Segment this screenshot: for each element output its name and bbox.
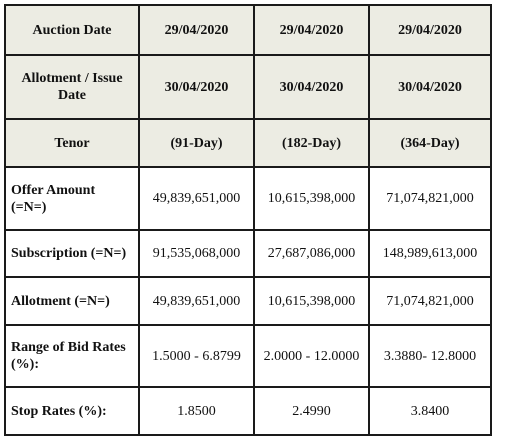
table-row-auction-date: Auction Date 29/04/2020 29/04/2020 29/04…: [4, 4, 492, 56]
table-row-allotment: Allotment (=N=) 49,839,651,000 10,615,39…: [4, 276, 492, 326]
table-row-range-of-bid-rates: Range of Bid Rates (%): 1.5000 - 6.8799 …: [4, 324, 492, 388]
table-row-allotment-issue-date: Allotment / Issue Date 30/04/2020 30/04/…: [4, 54, 492, 120]
cell-182-day: 30/04/2020: [253, 54, 370, 120]
row-label: Allotment / Issue Date: [4, 54, 140, 120]
cell-364-day: 29/04/2020: [368, 4, 492, 56]
table-row-offer-amount: Offer Amount (=N=) 49,839,651,000 10,615…: [4, 166, 492, 231]
cell-91-day: 29/04/2020: [138, 4, 255, 56]
cell-91-day: 49,839,651,000: [138, 276, 255, 326]
cell-182-day: (182-Day): [253, 118, 370, 168]
cell-91-day: 1.8500: [138, 386, 255, 436]
cell-182-day: 29/04/2020: [253, 4, 370, 56]
auction-results-table: Auction Date 29/04/2020 29/04/2020 29/04…: [4, 4, 492, 436]
cell-182-day: 27,687,086,000: [253, 229, 370, 278]
row-label: Auction Date: [4, 4, 140, 56]
row-label: Subscription (=N=): [4, 229, 140, 278]
cell-182-day: 2.0000 - 12.0000: [253, 324, 370, 388]
row-label: Stop Rates (%):: [4, 386, 140, 436]
cell-91-day: 49,839,651,000: [138, 166, 255, 231]
cell-91-day: 30/04/2020: [138, 54, 255, 120]
cell-182-day: 2.4990: [253, 386, 370, 436]
cell-364-day: 148,989,613,000: [368, 229, 492, 278]
cell-364-day: 30/04/2020: [368, 54, 492, 120]
row-label: Allotment (=N=): [4, 276, 140, 326]
row-label: Offer Amount (=N=): [4, 166, 140, 231]
cell-364-day: 3.3880- 12.8000: [368, 324, 492, 388]
cell-182-day: 10,615,398,000: [253, 166, 370, 231]
cell-364-day: 71,074,821,000: [368, 166, 492, 231]
table-row-subscription: Subscription (=N=) 91,535,068,000 27,687…: [4, 229, 492, 278]
cell-91-day: 1.5000 - 6.8799: [138, 324, 255, 388]
row-label: Range of Bid Rates (%):: [4, 324, 140, 388]
cell-364-day: 71,074,821,000: [368, 276, 492, 326]
cell-91-day: 91,535,068,000: [138, 229, 255, 278]
table-row-tenor: Tenor (91-Day) (182-Day) (364-Day): [4, 118, 492, 168]
cell-364-day: (364-Day): [368, 118, 492, 168]
cell-91-day: (91-Day): [138, 118, 255, 168]
row-label: Tenor: [4, 118, 140, 168]
cell-182-day: 10,615,398,000: [253, 276, 370, 326]
cell-364-day: 3.8400: [368, 386, 492, 436]
table-row-stop-rates: Stop Rates (%): 1.8500 2.4990 3.8400: [4, 386, 492, 436]
